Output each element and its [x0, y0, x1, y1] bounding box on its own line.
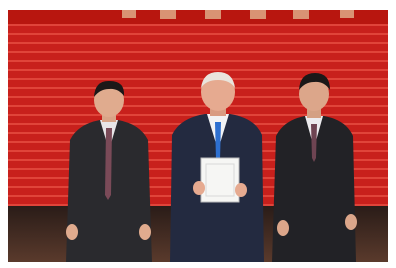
page: (() => { const data = JSON.parse(documen… — [0, 0, 396, 268]
certificate — [201, 158, 239, 202]
banner-top — [8, 10, 388, 24]
photo — [0, 0, 396, 268]
